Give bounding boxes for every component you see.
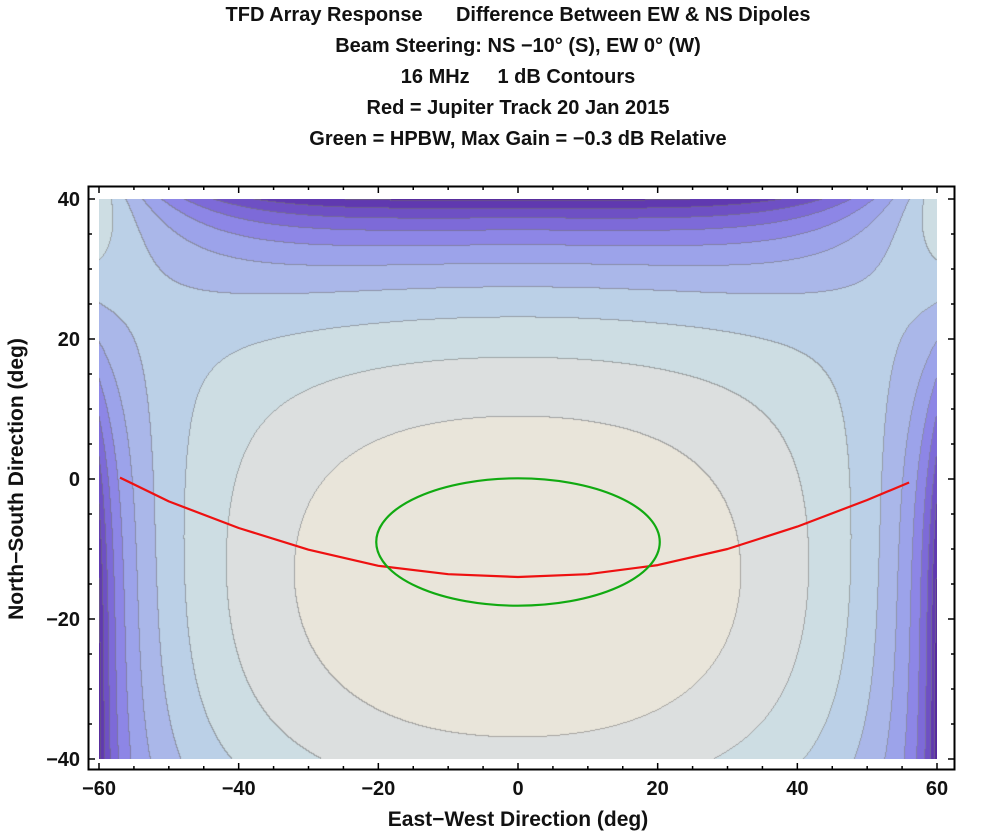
x-tick-label: 20 [647,778,669,800]
plot-frame [87,185,956,771]
y-axis-title: North−South Direction (deg) [5,338,28,620]
title-line-5: Green = HPBW, Max Gain = −0.3 dB Relativ… [309,128,727,150]
x-tick-label: 0 [512,778,523,800]
x-tick-label: 40 [786,778,808,800]
ticks [88,186,955,770]
x-tick-label: −20 [361,778,395,800]
x-tick-label: −60 [82,778,116,800]
hpbw-ellipse [375,477,661,607]
title-line-1: TFD Array Response Difference Between EW… [225,4,811,26]
title-line-3: 16 MHz 1 dB Contours [400,66,636,88]
y-tick-label: 0 [69,469,80,491]
x-tick-label: 60 [926,778,948,800]
title-line-2: Beam Steering: NS −10° (S), EW 0° (W) [335,35,701,57]
y-tick-label: 40 [58,189,80,211]
chart-title: TFD Array Response Difference Between EW… [0,0,991,155]
x-axis-title: East−West Direction (deg) [387,808,649,831]
y-tick-label: −40 [46,749,80,771]
jupiter-track-line [119,476,910,579]
title-line-4: Red = Jupiter Track 20 Jan 2015 [366,97,670,119]
x-tick-label: −40 [222,778,256,800]
y-tick-label: 20 [58,329,80,351]
y-tick-label: −20 [46,609,80,631]
overlay-curves [119,476,910,607]
